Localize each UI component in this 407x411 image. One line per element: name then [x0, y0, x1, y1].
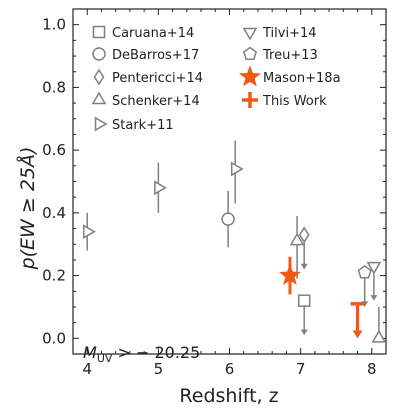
legend-pentagon-icon: [242, 46, 258, 61]
legend-entry-this-work: This Work: [242, 92, 327, 109]
tilvi-14-point: [366, 261, 382, 301]
caruana-14-point: [297, 294, 311, 336]
y-tick-label: 0.4: [42, 204, 66, 222]
legend-label-pentericci-14: Pentericci+14: [112, 71, 203, 86]
legend-label-caruana-14: Caruana+14: [112, 26, 194, 41]
this-work-limit-arrow: [352, 330, 363, 339]
schenker-14-point: [371, 306, 387, 343]
pentericci-14-point: [298, 226, 310, 270]
caruana-14-marker: [297, 294, 311, 307]
x-tick-label: 5: [154, 360, 164, 378]
legend-label-debarros-17: DeBarros+17: [112, 48, 199, 63]
legend-entry-caruana-14: Caruana+14: [92, 25, 194, 41]
pentericci-14-limit-arrow: [300, 263, 308, 270]
pentericci-14-marker: [298, 226, 310, 244]
y-tick-label: 0.0: [42, 329, 66, 347]
x-tick-label: 8: [367, 360, 377, 378]
legend-label-this-work: This Work: [262, 94, 327, 109]
stark-11-marker: [154, 180, 167, 196]
y-tick-label: 1.0: [42, 16, 66, 34]
caruana-14-limit-arrow: [300, 329, 308, 336]
legend-label-tilvi-14: Tilvi+14: [262, 26, 317, 41]
legend-star-icon: [238, 65, 262, 87]
schenker-14-point: [289, 216, 305, 279]
legend-entry-mason-18a: Mason+18a: [238, 65, 341, 87]
muv-annotation: MUV > − 20.25: [83, 343, 200, 365]
debarros-17-marker: [221, 212, 235, 226]
legend-entry-debarros-17: DeBarros+17: [92, 47, 199, 63]
legend-square-icon: [92, 25, 106, 39]
schenker-14-marker: [289, 232, 305, 246]
x-tick-label: 6: [225, 360, 235, 378]
treu-13-marker: [357, 265, 372, 279]
muv-subscript: UV: [97, 352, 113, 365]
legend-label-schenker-14: Schenker+14: [112, 94, 200, 109]
muv-threshold: > − 20.25: [112, 343, 200, 362]
y-tick-label: 0.6: [42, 141, 66, 159]
stark-11-marker: [82, 224, 96, 240]
legend-diamond-icon: [93, 68, 105, 86]
stark-11-point: [230, 140, 244, 204]
mason-18a-marker: [278, 263, 302, 286]
legend-circle-icon: [92, 47, 106, 61]
legend-entry-stark-11: Stark+11: [94, 116, 174, 133]
x-axis-title: Redshift, z: [179, 385, 278, 407]
legend-entry-schenker-14: Schenker+14: [91, 91, 200, 109]
y-tick-label: 0.2: [42, 267, 66, 285]
data-marks: [82, 140, 387, 343]
x-tick-label: 4: [82, 360, 92, 378]
y-axis-title: p(EW ≥ 25Å): [16, 147, 39, 271]
debarros-17-point: [221, 190, 235, 248]
legend-entry-pentericci-14: Pentericci+14: [93, 68, 203, 86]
plot-area: 4 5 6 7 8 0.0 0.2 0.4 0.6 0.8 1.0: [42, 8, 387, 378]
stark-11-point: [154, 162, 167, 213]
legend-label-stark-11: Stark+11: [112, 118, 174, 133]
stark-11-point: [82, 212, 96, 251]
legend-entry-treu-13: Treu+13: [242, 46, 318, 63]
x-tick-label: 7: [296, 360, 306, 378]
schenker-14-marker: [371, 329, 387, 343]
stark-11-marker: [230, 161, 244, 177]
mason-18a-point: [278, 256, 302, 295]
legend-triangle-up-icon: [91, 91, 107, 105]
tilvi-14-limit-arrow: [370, 295, 378, 301]
legend-label-mason-18a: Mason+18a: [263, 71, 341, 86]
legend-label-treu-13: Treu+13: [262, 48, 318, 63]
treu-13-point: [357, 265, 372, 307]
legend: Caruana+14 DeBarros+17 Pentericci+14 Schenk…: [91, 25, 341, 133]
muv-symbol: M: [83, 343, 97, 362]
legend-triangle-down-icon: [242, 27, 258, 41]
tilvi-14-marker: [366, 261, 382, 275]
legend-entry-tilvi-14: Tilvi+14: [242, 26, 317, 41]
legend-triangle-right-icon: [94, 116, 108, 132]
this-work-point: [350, 302, 365, 339]
y-tick-label: 0.8: [42, 78, 66, 96]
